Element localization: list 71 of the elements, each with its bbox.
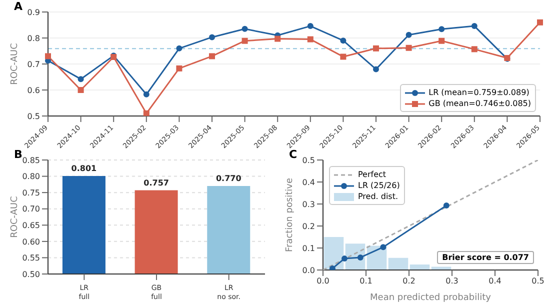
x-axis-title: Mean predicted probability [370,293,492,303]
point [537,19,543,26]
y-tick-label: 0.9 [27,8,40,17]
y-tick-label: 0.70 [22,204,40,214]
y-tick-label: 0.60 [22,237,40,246]
point [329,265,336,270]
point [176,45,182,52]
point [438,38,445,44]
point [274,36,281,42]
legend-label: LR (25/26) [358,180,400,191]
x-tick-label: 0.4 [488,276,502,286]
point [242,26,248,32]
y-tick-label: 0.5 [27,112,40,121]
point [342,256,348,262]
annotation: Brier score = 0.077 [437,251,534,264]
y-tick-label: 0.8 [27,34,40,43]
y-tick-label: 0.3 [302,200,315,209]
point [357,254,364,260]
y-tick-label: 0.55 [22,254,40,263]
x-tick-label: 0.5 [532,276,544,286]
y-tick-label: 0.80 [22,172,40,182]
point [340,38,346,44]
y-tick-label: 0.65 [22,220,40,230]
y-tick-label: 0.85 [22,156,40,165]
data-label: 0.801 [71,164,98,173]
x-tick-label: 0.0 [316,276,330,286]
y-tick-label: 0.0 [302,266,315,275]
point [340,54,346,60]
point [406,44,412,51]
y-tick-label: 0.1 [302,244,315,253]
legend-label: LR (mean=0.759±0.089) [428,87,530,98]
chart-title: C [289,148,298,161]
legend-label: GB (mean=0.746±0.085) [428,98,531,109]
y-tick-label: 0.5 [302,156,315,165]
x-tick-label: 0.2 [402,276,416,286]
y-axis-title: ROC-AUC [10,196,20,238]
point [143,91,150,98]
y-tick-label: 0.7 [27,60,40,69]
y-axis-title: ROC-AUC [10,43,20,85]
y-tick-label: 0.75 [22,188,40,198]
point [209,53,215,60]
x-tick-label: 0.3 [446,276,458,286]
y-tick-label: 0.50 [22,270,40,279]
point [373,66,379,72]
y-tick-label: 0.6 [27,86,40,95]
point [438,26,445,32]
point [471,23,478,30]
chart-title: B [14,148,22,161]
point [471,46,478,52]
point [176,65,182,72]
point [78,87,84,93]
point [209,34,215,40]
point [45,53,51,60]
data-label: 0.757 [144,178,169,188]
y-axis-title: Fraction positive [285,177,296,252]
point [78,76,84,82]
point [242,38,248,44]
point [443,202,450,209]
point [380,244,386,250]
legend-label: Pred. dist. [358,191,398,202]
y-tick-label: 0.2 [302,222,315,231]
data-label: 0.770 [216,174,242,184]
chart-title: A [14,0,23,13]
point [307,36,314,42]
x-tick-label: 0.1 [360,276,372,286]
point [143,110,150,116]
point [406,32,412,38]
point [373,45,379,52]
legend-label: Perfect [358,169,386,180]
point [307,23,314,30]
y-tick-label: 0.4 [302,178,315,187]
